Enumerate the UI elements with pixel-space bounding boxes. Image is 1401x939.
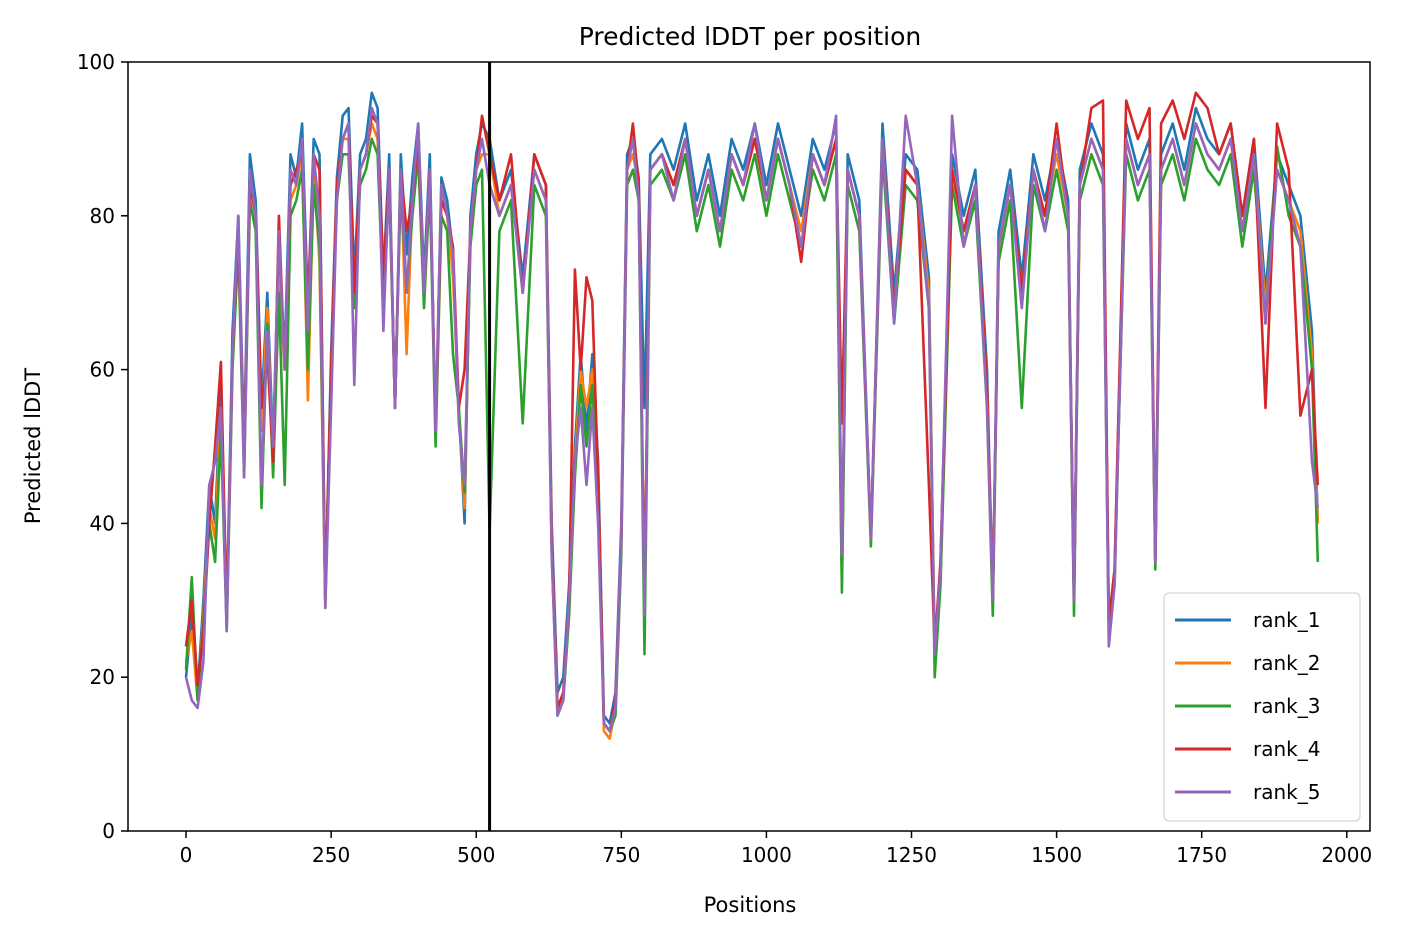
- y-tick-label: 80: [90, 204, 115, 228]
- x-axis: 0 250 500 750 1000 1250 1500 1750 2000: [180, 831, 1372, 867]
- plot-frame: [127, 61, 1371, 832]
- legend-box: [1163, 592, 1361, 822]
- legend-label-rank_5: rank_5: [1253, 780, 1320, 804]
- x-tick-label: 750: [602, 843, 640, 867]
- legend: rank_1 rank_2 rank_3 rank_4 rank_5: [1163, 592, 1361, 822]
- chart-title: Predicted lDDT per position: [579, 22, 921, 51]
- series-layer: [184, 91, 1320, 740]
- x-axis-title: Positions: [704, 893, 797, 917]
- x-tick-label: 2000: [1321, 843, 1372, 867]
- series-line-rank_5: [184, 106, 1320, 733]
- y-axis: 0 20 40 60 80 100: [77, 50, 128, 843]
- legend-label-rank_4: rank_4: [1253, 737, 1320, 761]
- x-tick-label: 0: [180, 843, 193, 867]
- y-tick-label: 100: [77, 50, 115, 74]
- legend-label-rank_3: rank_3: [1253, 694, 1320, 718]
- x-tick-label: 1500: [1031, 843, 1082, 867]
- x-tick-label: 500: [457, 843, 495, 867]
- y-axis-title: Predicted lDDT: [21, 368, 45, 524]
- legend-label-rank_1: rank_1: [1253, 608, 1320, 632]
- y-tick-label: 40: [90, 511, 115, 535]
- y-tick-label: 0: [102, 819, 115, 843]
- x-tick-label: 1000: [741, 843, 792, 867]
- y-tick-label: 60: [90, 358, 115, 382]
- x-tick-label: 1250: [886, 843, 937, 867]
- legend-label-rank_2: rank_2: [1253, 651, 1320, 675]
- y-tick-label: 20: [90, 665, 115, 689]
- x-tick-label: 250: [312, 843, 350, 867]
- x-tick-label: 1750: [1176, 843, 1227, 867]
